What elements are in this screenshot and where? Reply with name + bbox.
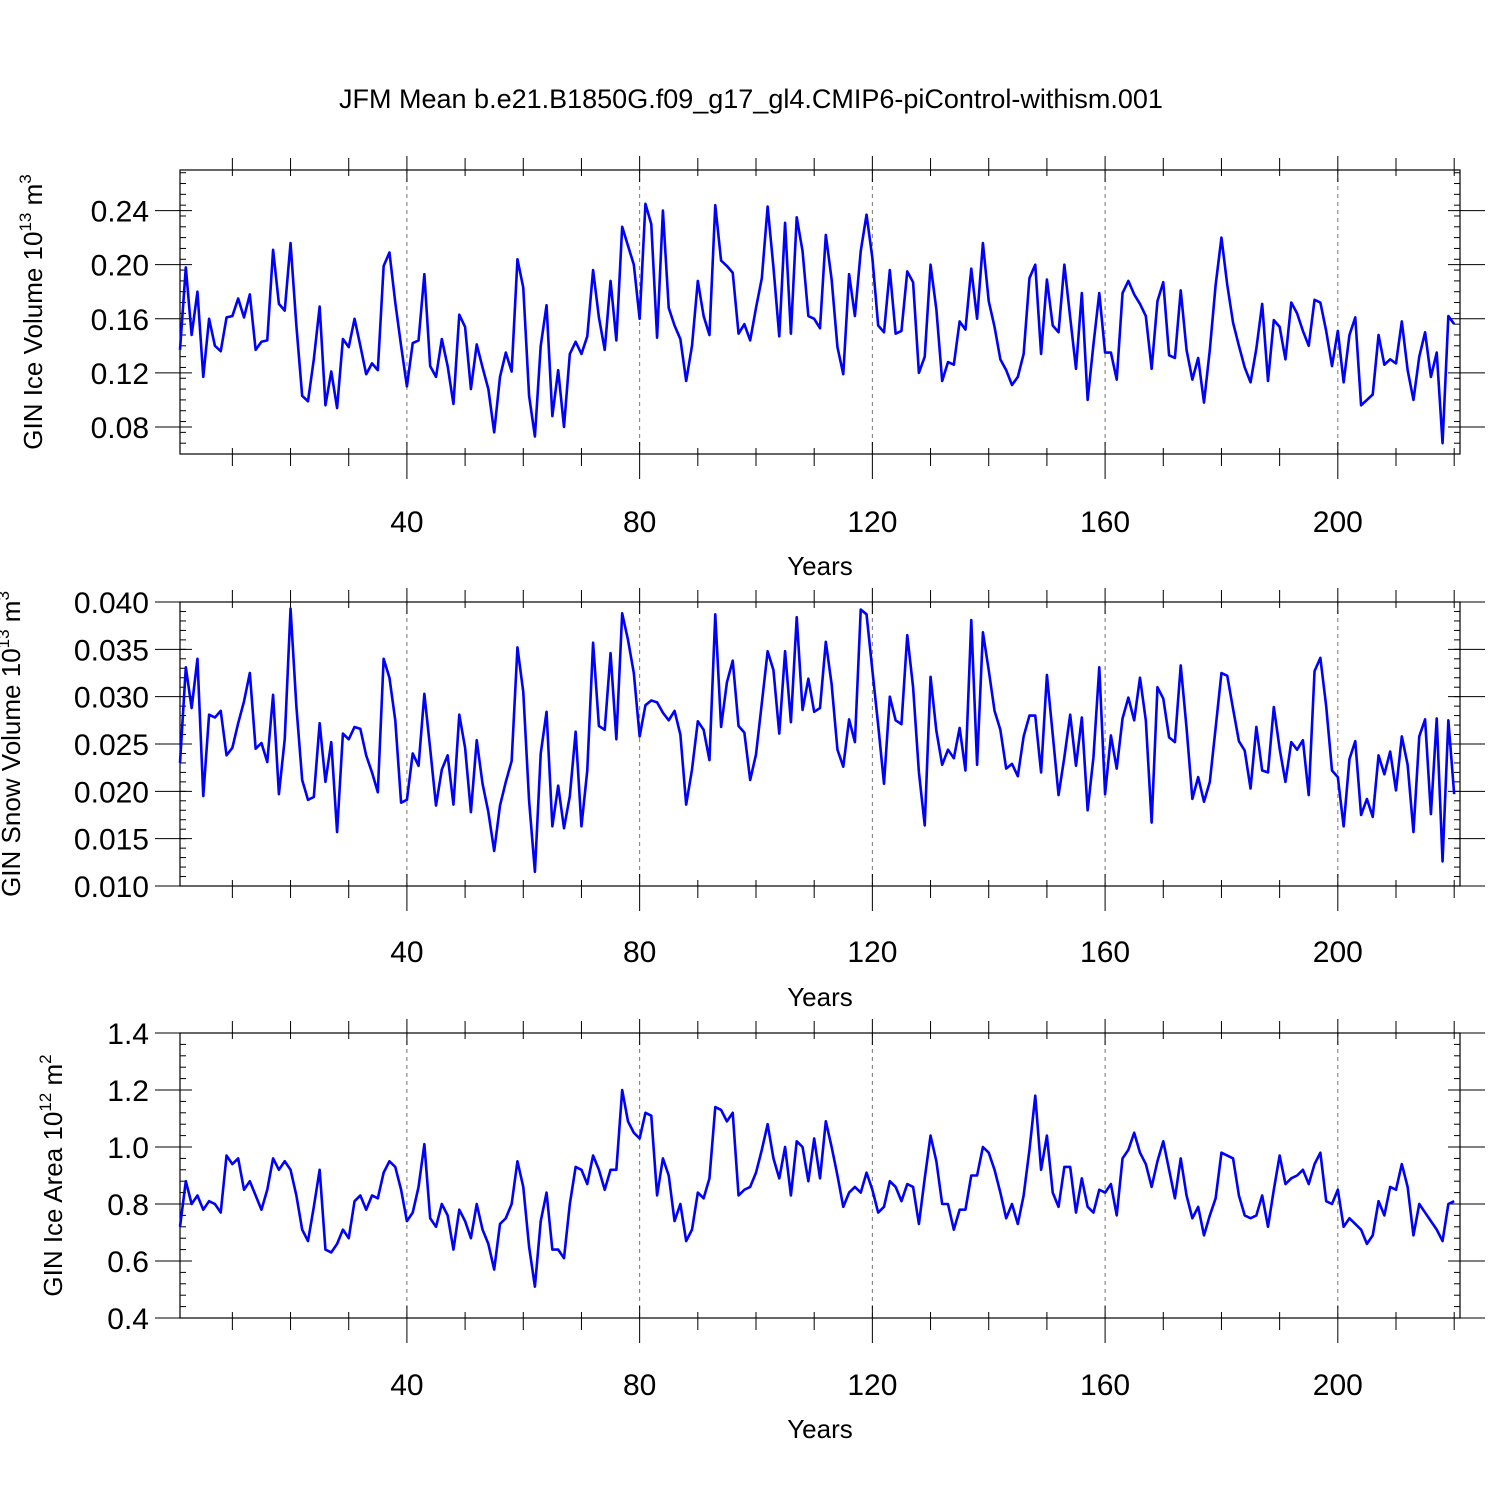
ice-volume-y-axis-label-unit-exponent: 3	[16, 174, 35, 183]
snow-volume-x-tick-label: 160	[1080, 936, 1130, 969]
ice-volume-x-tick-label: 200	[1313, 506, 1363, 539]
snow-volume-y-axis-label: GIN Snow Volume 1013 m3	[0, 591, 26, 897]
snow-volume-y-tick-label: 0.020	[74, 776, 149, 809]
ice-area-y-axis-label-unit-exponent: 2	[36, 1054, 55, 1063]
snow-volume-x-tick-label: 120	[847, 936, 897, 969]
ice-area-x-tick-label: 40	[390, 1369, 423, 1402]
ice-volume-y-tick-label: 0.16	[91, 304, 149, 337]
ice-area-y-axis-label-exponent: 12	[36, 1093, 55, 1112]
snow-volume-x-axis-label: Years	[787, 982, 853, 1012]
ice-volume-x-tick-label: 160	[1080, 506, 1130, 539]
snow-volume-panel: 0.010 0.015 0.020 0.025 0.030 0.035 0.040 40 80 1…	[0, 587, 1485, 1012]
ice-area-panel: 0.4 0.6 0.8 1.0 1.2 1.4 40 80 120 160 200 Years GIN …	[36, 1018, 1485, 1444]
ice-volume-series-line	[178, 202, 1456, 445]
ice-volume-x-axis-label: Years	[787, 551, 853, 581]
ice-area-x-axis-label: Years	[787, 1414, 853, 1444]
ice-area-series-line	[178, 1088, 1455, 1288]
ice-volume-y-tick-label: 0.12	[91, 358, 149, 391]
ice-area-x-tick-label: 80	[623, 1369, 656, 1402]
ice-volume-y-tick-label: 0.08	[91, 412, 149, 445]
ice-volume-plot-frame	[179, 169, 1461, 455]
ice-area-y-tick-label: 0.8	[107, 1189, 149, 1222]
snow-volume-y-axis-label-unit: m	[0, 601, 26, 630]
ice-volume-y-axis-label: GIN Ice Volume 1013 m3	[16, 174, 48, 450]
snow-volume-y-axis-label-text: GIN Snow Volume 10	[0, 648, 26, 897]
ice-area-y-axis-label-text: GIN Ice Area 10	[38, 1112, 68, 1297]
ice-area-x-tick-label: 160	[1080, 1369, 1130, 1402]
ice-volume-x-tick-label: 40	[390, 506, 423, 539]
snow-volume-y-tick-label: 0.040	[74, 587, 149, 620]
ice-volume-x-tick-label: 120	[847, 506, 897, 539]
snow-volume-series-line	[178, 607, 1456, 874]
snow-volume-x-tick-label: 80	[623, 936, 656, 969]
ice-volume-y-axis-label-exponent: 13	[16, 213, 35, 232]
snow-volume-x-tick-label: 40	[390, 936, 423, 969]
ice-volume-y-tick-label: 0.24	[91, 196, 149, 229]
snow-volume-y-tick-label: 0.035	[74, 634, 149, 667]
ice-area-y-tick-label: 1.4	[107, 1018, 149, 1051]
snow-volume-y-tick-label: 0.010	[74, 871, 149, 904]
ice-volume-y-axis-label-unit: m	[18, 184, 48, 213]
ice-area-y-tick-label: 0.4	[107, 1303, 149, 1336]
ice-volume-y-tick-label: 0.20	[91, 250, 149, 283]
ice-area-x-tick-label: 200	[1313, 1369, 1363, 1402]
ice-area-y-tick-label: 0.6	[107, 1246, 149, 1279]
ice-volume-y-axis-label-text: GIN Ice Volume 10	[18, 232, 48, 450]
ice-area-y-axis-label: GIN Ice Area 1012 m2	[36, 1054, 68, 1296]
ice-area-plot-frame	[179, 1032, 1461, 1319]
figure-title: JFM Mean b.e21.B1850G.f09_g17_gl4.CMIP6-…	[339, 84, 1163, 114]
snow-volume-x-tick-label: 200	[1313, 936, 1363, 969]
snow-volume-y-axis-label-exponent: 13	[0, 629, 13, 648]
ice-area-x-tick-label: 120	[847, 1369, 897, 1402]
ice-area-y-tick-label: 1.2	[107, 1075, 149, 1108]
snow-volume-y-axis-label-unit-exponent: 3	[0, 591, 13, 600]
ice-area-y-axis-label-unit: m	[38, 1064, 68, 1093]
ice-volume-x-tick-label: 80	[623, 506, 656, 539]
snow-volume-y-tick-label: 0.030	[74, 682, 149, 715]
snow-volume-y-tick-label: 0.015	[74, 824, 149, 857]
ice-volume-panel: 0.08 0.12 0.16 0.20 0.24 40 80 120 160 200 Years GI…	[16, 156, 1485, 581]
snow-volume-y-tick-label: 0.025	[74, 729, 149, 762]
snow-volume-plot-frame	[179, 601, 1461, 887]
ice-area-y-tick-label: 1.0	[107, 1132, 149, 1165]
